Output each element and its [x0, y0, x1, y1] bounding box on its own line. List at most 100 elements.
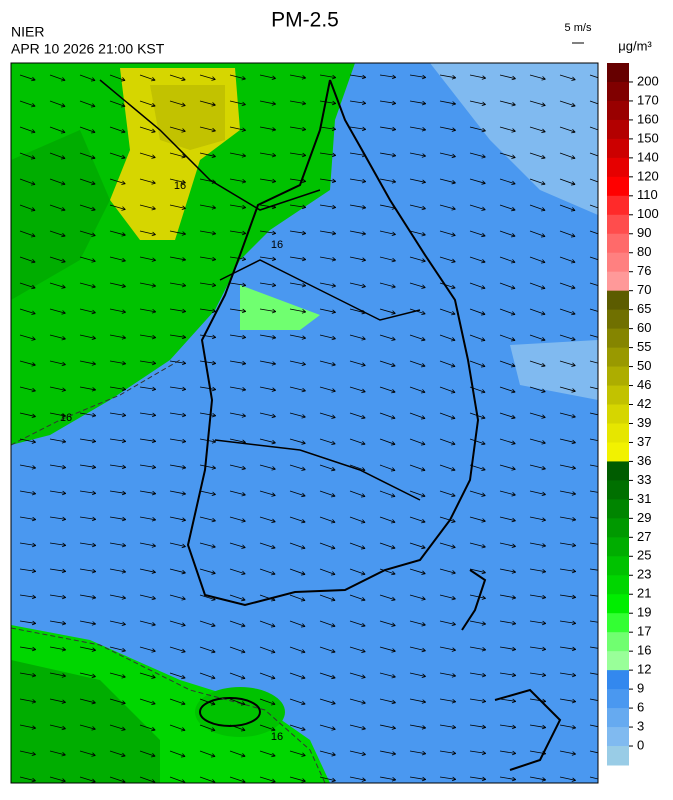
wind-arrow-head [241, 129, 246, 132]
wind-arrow-head [32, 751, 36, 755]
wind-arrow-head [541, 209, 546, 212]
wind-arrow-head [122, 386, 127, 390]
wind-arrow-head [392, 284, 396, 288]
wind-arrow-head [121, 183, 126, 185]
wind-arrow-head [182, 179, 186, 184]
wind-arrow [499, 516, 516, 522]
wind-arrow [349, 204, 366, 209]
wind-arrow-head [121, 415, 126, 418]
wind-arrow-head [331, 155, 336, 158]
wind-arrow-head [181, 285, 186, 288]
wind-arrow [499, 282, 516, 289]
wind-arrow-head [62, 103, 66, 107]
wind-arrow-head [122, 412, 127, 416]
wind-arrow-head [572, 491, 576, 495]
wind-arrow-head [392, 648, 396, 652]
wind-arrow [469, 230, 486, 237]
wind-arrow-head [482, 724, 487, 728]
wind-arrow [289, 776, 306, 782]
wind-arrow-head [452, 673, 456, 677]
wind-arrow [499, 74, 516, 80]
wind-arrow-head [451, 443, 456, 446]
wind-arrow-head [32, 233, 36, 237]
wind-arrow [259, 750, 276, 757]
wind-arrow-head [421, 260, 426, 263]
wind-arrow-head [271, 781, 276, 783]
wind-arrow [499, 100, 516, 106]
wind-arrow [379, 204, 396, 209]
wind-arrow-head [242, 230, 247, 234]
wind-arrow-head [32, 155, 36, 159]
wind-arrow [19, 412, 36, 417]
wind-arrow [319, 74, 336, 79]
wind-arrow-head [421, 521, 426, 524]
wind-arrow [79, 724, 96, 730]
wind-arrow-head [122, 621, 126, 625]
wind-arrow [79, 750, 96, 756]
wind-arrow [199, 750, 216, 757]
wind-arrow-head [302, 256, 307, 260]
wind-arrow [529, 776, 546, 781]
wind-arrow-head [421, 103, 426, 106]
wind-arrow-head [571, 416, 576, 419]
wind-arrow-head [451, 675, 456, 678]
wind-arrow-head [212, 439, 216, 443]
wind-arrow-head [212, 127, 216, 132]
wind-arrow-head [571, 236, 576, 238]
wind-arrow [379, 490, 396, 497]
wind-arrow-head [182, 569, 186, 574]
wind-arrow [229, 594, 246, 601]
wind-arrow-head [362, 725, 366, 730]
wind-arrow [139, 646, 156, 652]
wind-arrow-head [242, 179, 246, 183]
wind-arrow-head [452, 311, 456, 315]
wind-arrow [49, 438, 66, 443]
wind-arrow-head [332, 100, 337, 104]
wind-arrow [379, 464, 396, 471]
wind-arrow-head [302, 649, 306, 653]
wind-arrow [409, 750, 426, 755]
wind-arrow-head [452, 621, 456, 625]
wind-arrow-head [242, 282, 247, 286]
wind-arrow [139, 100, 156, 107]
wind-arrow [319, 672, 336, 679]
wind-arrow-head [572, 76, 576, 80]
wind-arrow-head [571, 339, 576, 342]
wind-arrow-head [242, 701, 246, 705]
wind-arrow-head [542, 672, 547, 676]
wind-arrow [19, 74, 36, 81]
wind-arrow [109, 308, 126, 313]
wind-arrow-head [62, 413, 66, 417]
wind-arrow [109, 724, 126, 731]
wind-arrow [499, 230, 516, 237]
map [11, 63, 606, 783]
wind-arrow-head [32, 103, 36, 107]
wind-arrow-head [272, 127, 276, 131]
wind-arrow-head [392, 725, 396, 729]
wind-arrow-head [212, 386, 217, 390]
wind-arrow-head [482, 232, 486, 237]
wind-arrow [379, 438, 396, 445]
wind-arrow-head [602, 676, 606, 677]
wind-arrow [439, 360, 456, 367]
wind-arrow-head [61, 441, 66, 444]
wind-arrow-head [541, 391, 546, 393]
wind-arrow [499, 594, 516, 599]
wind-arrow-head [182, 753, 186, 757]
colorbar-label: 21 [637, 586, 651, 601]
colorbar-swatch [607, 157, 629, 178]
wind-arrow-head [391, 391, 396, 394]
wind-arrow [529, 334, 546, 341]
wind-arrow-head [241, 415, 246, 418]
wind-arrow [289, 256, 306, 260]
wind-arrow-head [451, 129, 456, 132]
wind-arrow-head [272, 518, 276, 523]
wind-arrow-head [152, 464, 157, 468]
wind-arrow [379, 620, 396, 626]
wind-arrow-head [272, 701, 276, 705]
wind-arrow-head [452, 153, 456, 157]
wind-arrow-head [62, 752, 66, 756]
wind-arrow-head [361, 338, 366, 341]
yellow-region [150, 85, 225, 150]
wind-arrow [469, 204, 486, 211]
